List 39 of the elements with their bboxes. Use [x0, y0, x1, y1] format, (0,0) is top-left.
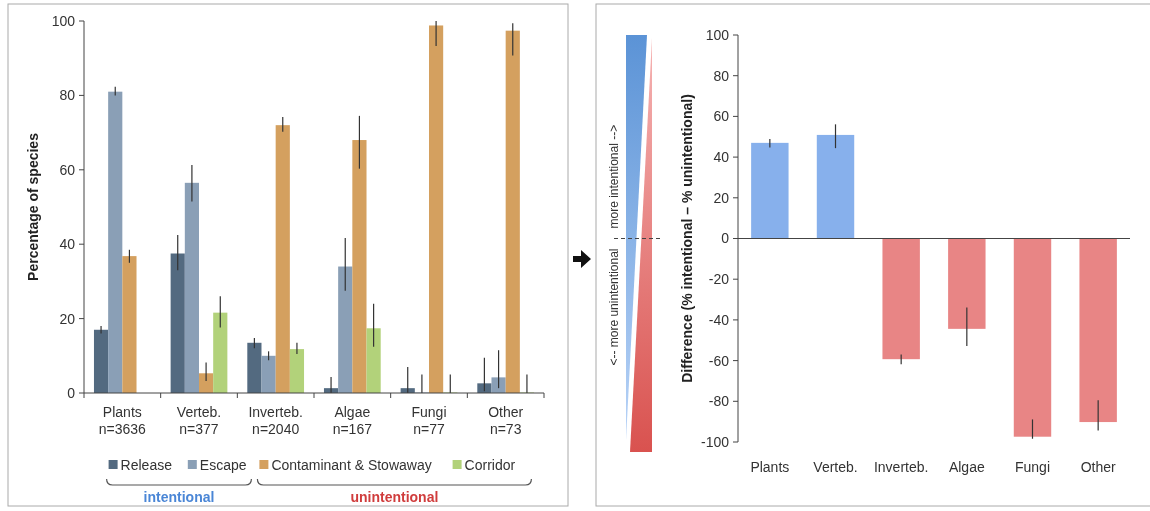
x-tick-label: Other — [1080, 459, 1116, 475]
y-axis-title: Difference (% intentional – % unintentional) — [679, 94, 695, 383]
y-tick-label: -40 — [708, 311, 730, 328]
y-tick-label: 80 — [59, 87, 76, 104]
text: unintentional — [350, 489, 439, 505]
text: intentional — [143, 489, 215, 505]
x-tick-label: Verteb. — [813, 459, 858, 475]
y-tick-label: 100 — [51, 12, 76, 29]
x-tick-label: Fungi — [1014, 459, 1051, 475]
x-tick-label: Other n=73 — [488, 404, 524, 437]
x-tick-label: Algae n=167 — [332, 404, 373, 437]
x-tick-label: Plants n=3636 — [98, 404, 147, 437]
text: more intentional --> — [607, 124, 621, 229]
y-tick-label: -60 — [708, 352, 730, 369]
legend-label: Corridor — [464, 456, 516, 473]
y-tick-label: 40 — [59, 236, 76, 253]
y-axis-title: Percentage of species — [25, 132, 41, 281]
x-tick-label: Verteb. n=377 — [176, 404, 222, 437]
x-tick-label: Algae — [948, 459, 985, 475]
x-tick-label: Fungi n=77 — [411, 404, 447, 437]
legend-label: Escape — [199, 456, 247, 473]
y-tick-label: 20 — [713, 189, 730, 206]
x-tick-label: Plants — [750, 459, 790, 475]
y-tick-label: 60 — [59, 161, 76, 178]
y-tick-label: -80 — [708, 393, 730, 410]
legend-label: Contaminant & Stowaway — [271, 456, 432, 473]
y-tick-label: 20 — [59, 310, 76, 327]
y-tick-label: -100 — [700, 433, 730, 450]
y-tick-label: 60 — [713, 108, 730, 125]
y-tick-label: -20 — [708, 271, 730, 288]
y-tick-label: 0 — [67, 384, 76, 401]
y-tick-label: 40 — [713, 149, 730, 165]
y-tick-label: 80 — [713, 67, 730, 84]
y-tick-label: 0 — [721, 230, 730, 247]
legend-label: Release — [120, 456, 173, 473]
x-tick-label: Inverteb. — [873, 459, 929, 475]
text: <-- more unintentional — [607, 248, 621, 366]
y-tick-label: 100 — [705, 26, 730, 43]
x-tick-label: Inverteb. n=2040 — [248, 404, 303, 437]
